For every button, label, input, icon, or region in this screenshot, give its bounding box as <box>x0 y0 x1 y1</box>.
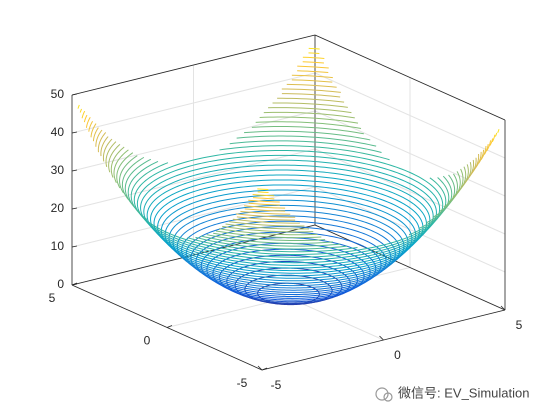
contour-line <box>157 184 420 274</box>
z-tick-label: 20 <box>51 201 65 215</box>
contour-line <box>140 159 437 261</box>
contour-line <box>116 121 461 239</box>
contour-line <box>130 145 447 253</box>
z-tick-label: 40 <box>51 125 65 139</box>
contours <box>77 47 500 306</box>
watermark-icon <box>375 387 393 402</box>
contour-line <box>97 88 480 218</box>
contour-line <box>88 70 489 206</box>
watermark: 微信号: EV_Simulation <box>398 385 530 400</box>
contour-line <box>92 79 485 212</box>
axis-edge <box>314 34 506 121</box>
x-tick-label: 0 <box>394 348 401 362</box>
contour-line <box>95 83 482 215</box>
contour-line <box>108 107 469 230</box>
x-tick <box>257 365 263 371</box>
contour-line <box>113 116 464 236</box>
contour-line <box>160 189 417 277</box>
contour-line <box>81 56 496 197</box>
contour-line <box>136 154 441 258</box>
contour-line <box>150 174 427 269</box>
contour-line <box>124 135 453 247</box>
x-tick <box>379 335 384 341</box>
y-tick-label: 5 <box>49 291 56 305</box>
x-tick-label: 5 <box>516 318 523 332</box>
axis-edge <box>71 34 316 96</box>
contour-line <box>146 169 431 266</box>
z-tick <box>71 169 78 172</box>
contour-line <box>77 47 500 190</box>
z-tick-label: 30 <box>51 163 65 177</box>
contour-line <box>102 97 475 224</box>
contour-line <box>90 74 487 209</box>
contour-line <box>85 65 492 203</box>
y-tick <box>261 367 268 371</box>
y-tick <box>166 325 173 328</box>
z-tick <box>71 207 78 210</box>
contour-line <box>127 140 450 250</box>
contour-line <box>79 52 498 194</box>
x-tick <box>500 305 506 311</box>
contour-line <box>143 164 434 264</box>
z-tick-label: 10 <box>51 239 65 253</box>
contour-line <box>110 111 467 233</box>
y-tick <box>71 282 78 286</box>
axis-edge <box>314 224 506 311</box>
z-tick <box>71 93 78 96</box>
z-tick <box>71 245 78 248</box>
axis-edge <box>71 224 316 286</box>
contour-line <box>121 130 456 244</box>
contour-line <box>119 126 458 241</box>
contour-line <box>105 102 472 227</box>
z-tick-label: 0 <box>57 277 64 291</box>
z-tick-label: 50 <box>51 87 65 101</box>
x-tick-label: -5 <box>271 378 282 392</box>
y-grid-line <box>166 267 411 328</box>
contour-line <box>133 149 444 256</box>
y-tick-label: 0 <box>144 334 151 348</box>
y-tick-label: -5 <box>237 376 248 390</box>
contour-line <box>100 93 477 221</box>
contour-line <box>153 179 424 272</box>
z-tick <box>71 131 78 134</box>
contour-line <box>83 61 494 200</box>
